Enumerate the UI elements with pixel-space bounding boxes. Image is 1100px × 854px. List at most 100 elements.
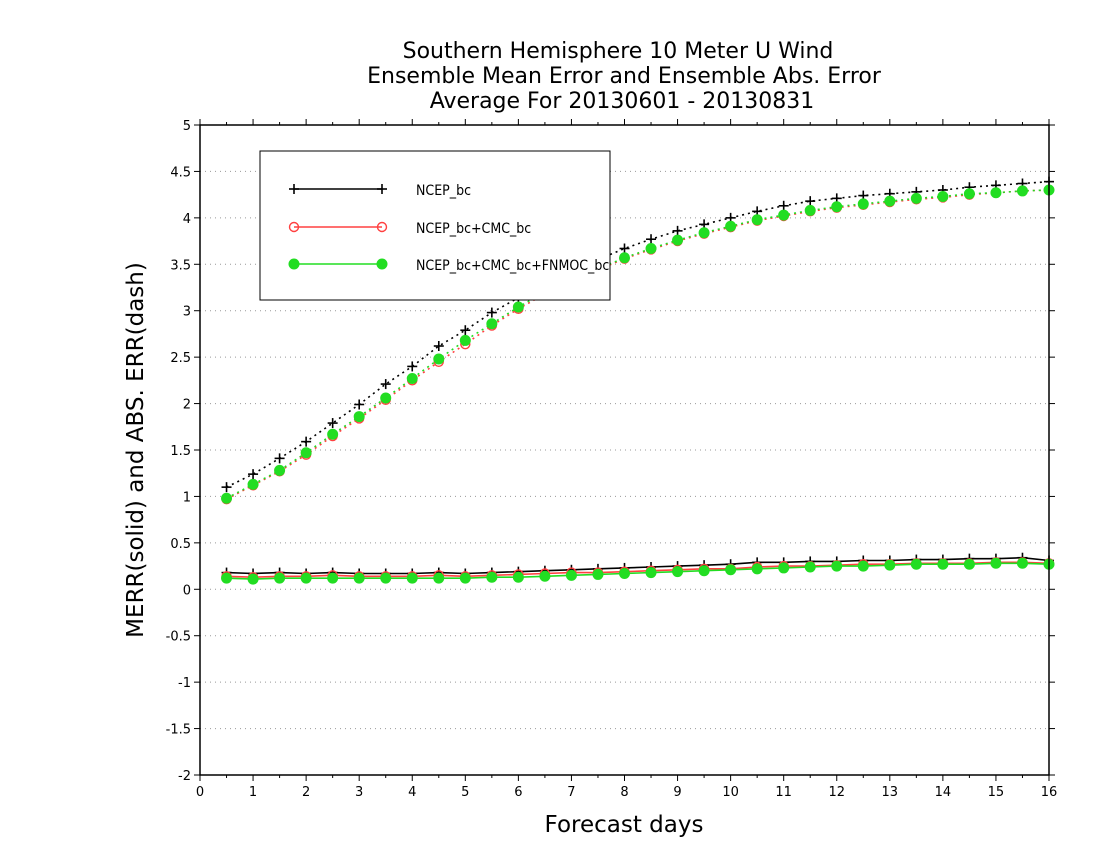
abs-err-point	[804, 204, 816, 216]
mean-err-point	[247, 573, 259, 585]
abs-err-point	[831, 201, 843, 213]
abs-err-point	[274, 453, 285, 464]
abs-err-point	[672, 234, 684, 246]
y-tick-label: 2.5	[170, 351, 191, 366]
abs-err-point	[274, 464, 286, 476]
abs-err-point	[619, 252, 630, 264]
mean-err-point	[937, 558, 949, 570]
legend-marker-right	[376, 221, 388, 233]
abs-err-point	[380, 379, 391, 390]
legend-marker-left	[288, 258, 300, 270]
chart-title-line-1: Southern Hemisphere 10 Meter U Wind	[403, 39, 834, 64]
mean-err-point	[221, 572, 233, 584]
x-tick-label: 8	[620, 785, 628, 800]
abs-err-point	[221, 492, 233, 504]
series-3	[221, 184, 1055, 585]
abs-err-point	[406, 373, 418, 384]
x-tick-label: 3	[355, 785, 363, 800]
x-axis-label: Forecast days	[545, 812, 704, 838]
abs-err-point	[990, 187, 1002, 199]
abs-err-point	[645, 243, 657, 254]
abs-err-point	[433, 341, 444, 351]
abs-err-point	[884, 195, 896, 207]
x-tick-label: 10	[722, 785, 739, 800]
abs-err-point	[433, 353, 445, 365]
mean-err-point	[698, 565, 710, 577]
abs-err-point	[486, 307, 497, 318]
mean-err-point	[725, 564, 737, 576]
y-tick-label: 0	[183, 583, 191, 598]
abs-err-point	[805, 196, 816, 207]
abs-err-point	[300, 447, 312, 459]
legend-entry-3: NCEP_bc+CMC_bc+FNMOC_bc	[288, 258, 609, 274]
mean-err-point	[857, 560, 869, 572]
x-tick-label: 16	[1041, 785, 1058, 800]
abs-err-point	[486, 318, 498, 330]
y-tick-label: -1	[178, 676, 191, 691]
y-tick-label: 3	[183, 305, 191, 320]
y-axis-label: MERR(solid) and ABS. ERR(dash)	[123, 262, 149, 638]
abs-err-point	[857, 198, 869, 210]
abs-err-point	[619, 243, 630, 254]
mean-err-point	[327, 572, 339, 584]
abs-err-line	[226, 189, 1050, 499]
legend-label: NCEP_bc+CMC_bc	[416, 221, 531, 237]
abs-err-point	[380, 392, 392, 404]
legend-marker-left	[288, 221, 300, 233]
mean-err-point	[300, 572, 312, 584]
mean-err-point	[274, 572, 286, 584]
y-tick-label: 3.5	[170, 258, 191, 273]
abs-err-line	[226, 180, 1050, 488]
mean-err-point	[619, 568, 630, 579]
abs-err-point	[725, 220, 737, 232]
x-tick-label: 9	[673, 785, 681, 800]
x-tick-label: 11	[775, 785, 792, 800]
axis-ticks: -2-1.5-1-0.500.511.522.533.544.550 1 2 3 4 5 6…	[166, 119, 1058, 800]
mean-err-point	[990, 557, 1002, 569]
y-tick-label: -0.5	[166, 630, 191, 645]
mean-err-point	[565, 569, 577, 581]
y-tick-label: 5	[183, 119, 191, 134]
abs-err-point	[751, 214, 763, 226]
x-tick-label: 13	[882, 785, 899, 800]
abs-err-point	[248, 469, 259, 480]
y-tick-label: -1.5	[166, 723, 191, 738]
chart-title-line-3: Average For 20130601 - 20130831	[430, 89, 815, 114]
x-tick-label: 1	[249, 785, 257, 800]
mean-err-point	[910, 558, 922, 570]
mean-err-point	[539, 570, 551, 582]
mean-err-point	[1016, 557, 1028, 569]
chart-title-line-2: Ensemble Mean Error and Ensemble Abs. Er…	[367, 64, 882, 89]
legend-marker-right	[377, 184, 387, 194]
x-tick-label: 4	[408, 785, 416, 800]
abs-err-point	[646, 234, 657, 245]
abs-err-point	[247, 478, 259, 490]
x-tick-label: 15	[988, 785, 1005, 800]
abs-err-line	[226, 189, 1050, 500]
series-layer	[221, 176, 1055, 585]
mean-err-point	[353, 572, 365, 584]
mean-err-point	[884, 559, 896, 571]
mean-err-point	[672, 566, 684, 578]
legend-entry-2: NCEP_bc+CMC_bc	[288, 221, 531, 237]
y-tick-label: 4.5	[170, 165, 191, 180]
abs-err-point	[407, 361, 418, 372]
x-tick-label: 5	[461, 785, 469, 800]
legend-marker-right	[376, 258, 388, 270]
y-tick-label: 0.5	[170, 537, 191, 552]
abs-err-point	[963, 188, 975, 200]
y-tick-label: 1	[183, 490, 191, 505]
abs-err-point	[937, 191, 949, 202]
abs-err-point	[459, 334, 471, 346]
x-tick-label: 0	[196, 785, 204, 800]
abs-err-point	[353, 411, 365, 423]
abs-err-point	[698, 227, 710, 239]
x-tick-label: 7	[567, 785, 575, 800]
mean-err-point	[592, 568, 604, 580]
mean-err-point	[963, 558, 975, 570]
x-tick-label: 2	[302, 785, 310, 800]
y-tick-label: 4	[183, 212, 191, 227]
mean-err-point	[512, 571, 524, 583]
abs-err-point	[354, 399, 365, 410]
